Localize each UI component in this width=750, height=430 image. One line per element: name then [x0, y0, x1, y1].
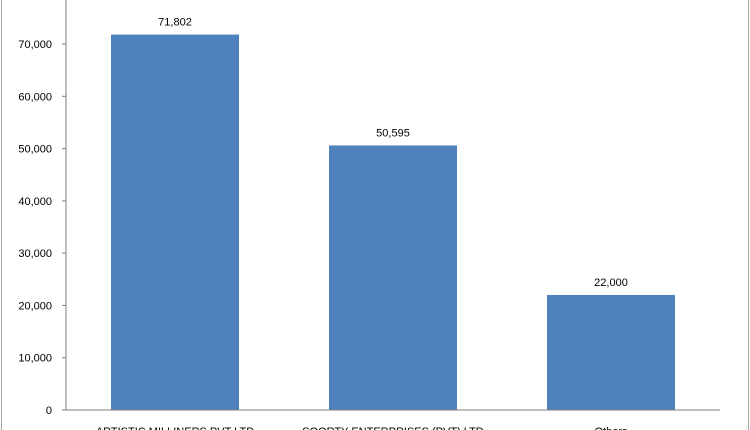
data-labels: 71,802 50,595 22,000: [158, 17, 628, 289]
bar: [547, 294, 675, 410]
data-label: 22,000: [594, 277, 628, 289]
bar: [111, 34, 239, 410]
y-tick-label: 60,000: [18, 91, 52, 103]
y-tick-label: 40,000: [18, 196, 52, 208]
y-axis-ticks: 0 10,000 20,000 30,000 40,000 50,000 60,000 70,…: [18, 39, 66, 417]
data-label: 50,595: [376, 127, 410, 139]
category-label: SOORTY ENTERPRISES (PVT) LTD: [302, 426, 484, 430]
bar: [329, 145, 457, 410]
data-label: 71,802: [158, 17, 192, 29]
category-label: ARTISTIC MILLINERS PVT LTD: [96, 426, 254, 430]
y-tick-label: 50,000: [18, 144, 52, 156]
y-tick-label: 10,000: [18, 353, 52, 365]
y-tick-label: 20,000: [18, 300, 52, 312]
bars: [111, 34, 675, 410]
y-tick-label: 0: [46, 405, 52, 417]
category-labels: ARTISTIC MILLINERS PVT LTD SOORTY ENTERPR…: [96, 426, 628, 430]
category-label: Others: [594, 426, 628, 430]
y-tick-label: 70,000: [18, 39, 52, 51]
y-tick-label: 30,000: [18, 248, 52, 260]
